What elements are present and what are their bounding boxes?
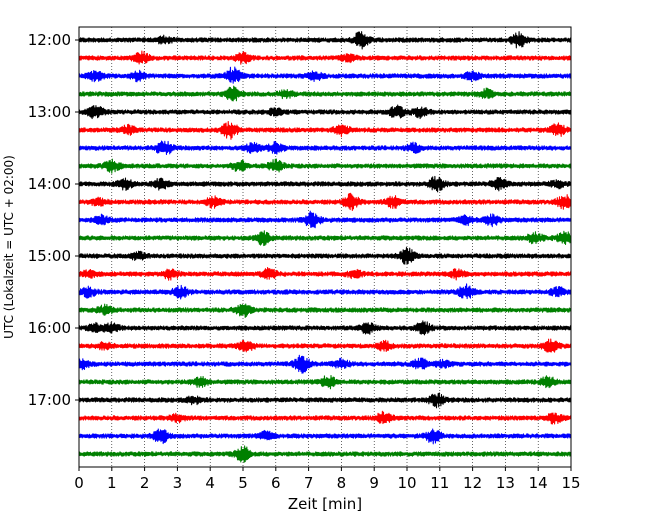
y-tick-label: 15:00	[28, 247, 71, 265]
x-tick-label: 7	[304, 474, 314, 492]
trace-line	[78, 66, 572, 84]
x-axis-label: Zeit [min]	[288, 495, 362, 513]
trace-line	[78, 31, 572, 50]
y-tick-label: 12:00	[28, 31, 71, 49]
x-tick-label: 15	[561, 474, 580, 492]
y-tick-label: 16:00	[28, 319, 71, 337]
trace-line	[78, 267, 572, 281]
trace-line	[78, 121, 572, 140]
trace-line	[78, 246, 572, 265]
y-axis-label: UTC (Lokalzeit = UTC + 02:00)	[2, 155, 16, 339]
trace-line	[78, 85, 572, 102]
x-tick-label: 10	[397, 474, 416, 492]
y-tick-label: 14:00	[28, 175, 71, 193]
x-tick-label: 8	[337, 474, 347, 492]
x-tick-label: 5	[238, 474, 248, 492]
trace-line	[78, 410, 572, 425]
trace-line	[78, 175, 572, 193]
y-tick-label: 13:00	[28, 103, 71, 121]
x-axis: 0 1 2 3 4 5 6 7 8 9 10 11 12 13 14 15	[74, 467, 581, 492]
trace-line	[78, 428, 572, 445]
x-tick-label: 11	[430, 474, 449, 492]
x-tick-label: 3	[173, 474, 183, 492]
trace-line	[78, 158, 572, 174]
trace-line	[78, 104, 572, 120]
x-tick-label: 2	[140, 474, 150, 492]
trace-line	[78, 50, 572, 65]
trace-line	[78, 230, 572, 247]
x-tick-label: 0	[74, 474, 84, 492]
trace-line	[78, 192, 572, 212]
trace-line	[78, 320, 572, 336]
x-tick-label: 14	[529, 474, 548, 492]
trace-line	[78, 392, 572, 409]
trace-line	[78, 283, 572, 300]
plot-area	[79, 27, 571, 467]
x-tick-label: 1	[107, 474, 117, 492]
trace-line	[78, 354, 572, 374]
trace-line	[78, 445, 572, 463]
y-axis: 12:00 13:00 14:00 15:00 16:00 17:00	[28, 31, 79, 409]
trace-line	[78, 374, 572, 390]
trace-group	[78, 31, 572, 463]
x-tick-label: 13	[496, 474, 515, 492]
x-tick-label: 12	[463, 474, 482, 492]
y-tick-label: 17:00	[28, 391, 71, 409]
x-tick-label: 9	[369, 474, 379, 492]
trace-line	[78, 303, 572, 318]
trace-line	[78, 210, 572, 229]
x-tick-label: 6	[271, 474, 281, 492]
x-tick-label: 4	[205, 474, 215, 492]
plot-frame	[78, 26, 572, 468]
trace-line	[78, 140, 572, 156]
trace-line	[78, 338, 572, 353]
